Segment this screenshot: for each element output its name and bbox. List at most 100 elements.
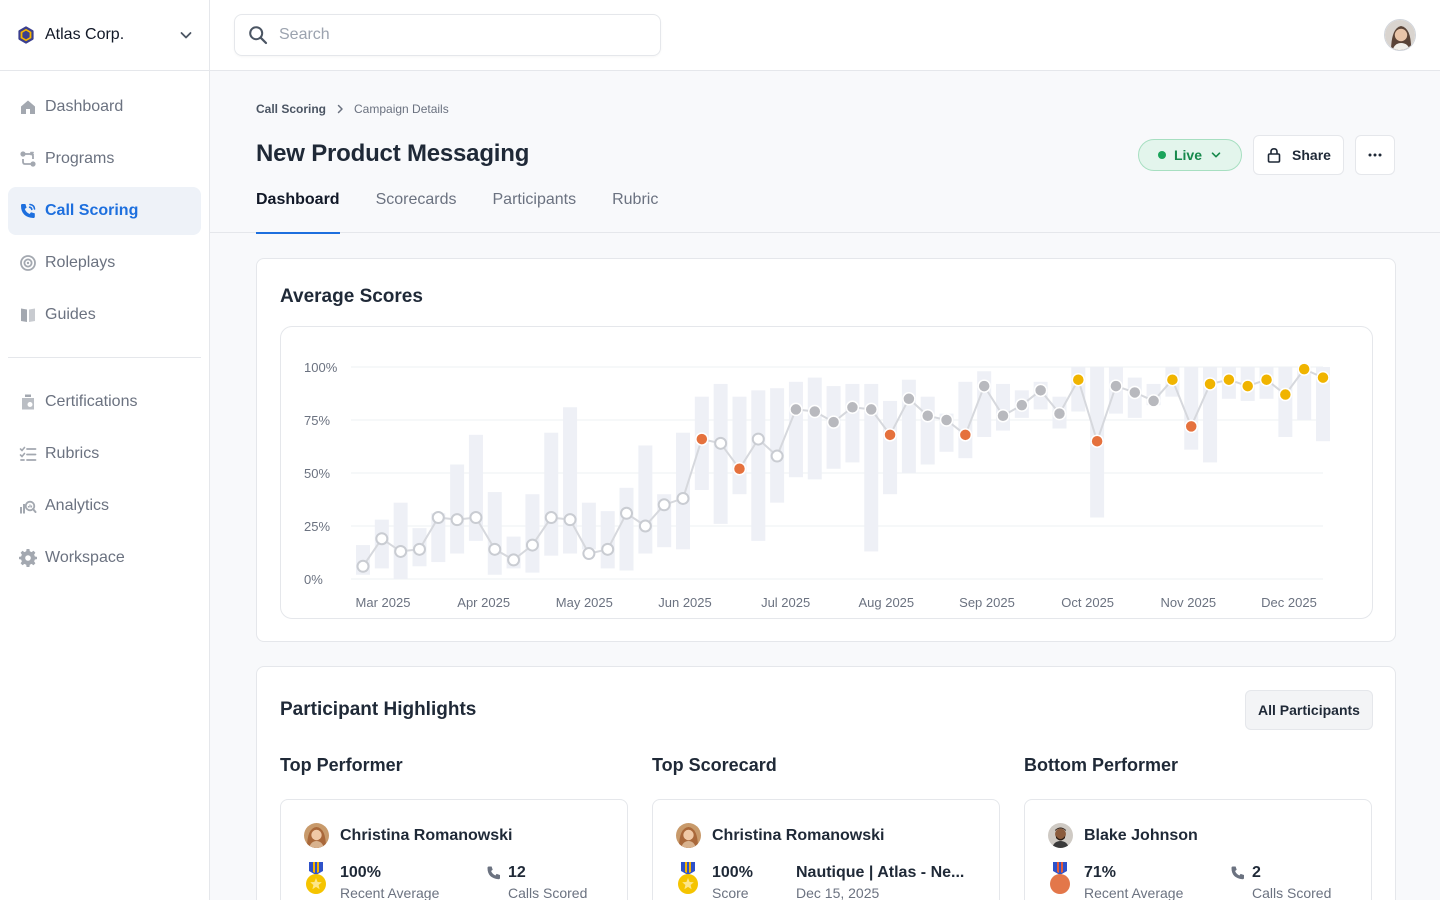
score-point: [657, 498, 671, 512]
score-range-bar: [807, 377, 822, 480]
score-range-bar: [770, 388, 785, 503]
top-bar: [210, 0, 1440, 71]
highlight-top-scorecard: Top Scorecard Christina Romanowski 100% …: [652, 755, 1000, 900]
score-point: [469, 511, 483, 525]
tab-scorecards[interactable]: Scorecards: [375, 191, 457, 208]
highlight-card[interactable]: Christina Romanowski 100% Recent Average…: [280, 799, 628, 900]
score-point: [1015, 398, 1029, 412]
score-point: [864, 402, 878, 417]
status-dropdown[interactable]: Live: [1138, 139, 1242, 171]
participant: Blake Johnson: [1048, 823, 1198, 848]
score-point: [1165, 372, 1180, 387]
stat-score: 100% Score: [676, 862, 753, 900]
nav-label: Rubrics: [45, 445, 100, 462]
score-point: [920, 409, 935, 423]
participant: Christina Romanowski: [676, 823, 884, 848]
score-range-bar: [487, 492, 502, 575]
status-dot-icon: [1157, 151, 1166, 159]
chart-title: Average Scores: [280, 286, 423, 307]
nav-item-call-scoring[interactable]: Call Scoring: [8, 187, 201, 235]
stat-label: Recent Average: [1084, 885, 1184, 900]
highlight-card[interactable]: Christina Romanowski 100% Score Nautique…: [652, 799, 1000, 900]
score-point: [695, 432, 709, 446]
score-point: [676, 491, 690, 505]
score-point: [1090, 434, 1104, 448]
certificate-icon: [19, 393, 37, 411]
search-icon: [248, 25, 268, 45]
page-header: Call Scoring Campaign Details New Produc…: [210, 71, 1440, 234]
chevron-right-icon: [335, 104, 345, 114]
score-point: [902, 392, 916, 406]
org-switcher[interactable]: Atlas Corp.: [0, 0, 209, 71]
score-point: [1071, 372, 1086, 387]
nav-item-workspace[interactable]: Workspace: [8, 534, 201, 582]
chart-container: 100% 75% 50% 25% 0% Mar 2025 Apr 2025 May 2025…: [280, 326, 1373, 619]
more-options-button[interactable]: [1355, 135, 1395, 175]
participant-name: Christina Romanowski: [340, 826, 513, 844]
score-point: [939, 413, 954, 427]
score-point: [1222, 372, 1236, 387]
x-tick-label: Nov 2025: [1161, 595, 1217, 610]
stat-label: Calls Scored: [508, 885, 588, 900]
chevron-down-icon: [179, 28, 193, 42]
nav-item-dashboard[interactable]: Dashboard: [8, 83, 201, 131]
nav-label: Guides: [45, 306, 96, 323]
x-tick-label: Aug 2025: [858, 595, 914, 610]
x-tick-label: Sep 2025: [959, 595, 1015, 610]
y-tick-label: 100%: [304, 360, 338, 375]
score-range-bar: [638, 445, 653, 554]
score-point: [1278, 387, 1293, 402]
nav-item-programs[interactable]: Programs: [8, 135, 201, 183]
tab-dashboard[interactable]: Dashboard: [256, 181, 340, 234]
tab-rubric[interactable]: Rubric: [612, 191, 659, 208]
nav-item-analytics[interactable]: Analytics: [8, 482, 201, 530]
score-point: [1052, 406, 1067, 421]
score-point: [525, 538, 539, 552]
score-point: [996, 409, 1010, 423]
share-button[interactable]: Share: [1253, 135, 1344, 175]
stat-value: 100%: [340, 864, 381, 881]
nav-label: Dashboard: [45, 98, 124, 115]
nav-item-roleplays[interactable]: Roleplays: [8, 239, 201, 287]
average-score-line: [362, 368, 1324, 567]
score-point: [1109, 379, 1123, 393]
score-point: [1259, 372, 1274, 387]
score-point: [488, 542, 502, 556]
user-avatar[interactable]: [1384, 19, 1416, 51]
search-input[interactable]: [279, 26, 639, 44]
avatar: [1048, 823, 1073, 848]
stat-label: Recent Average: [340, 885, 440, 900]
all-participants-button[interactable]: All Participants: [1245, 690, 1373, 730]
score-range-bar: [1297, 367, 1312, 420]
tab-bar: Dashboard Scorecards Participants Rubric: [256, 181, 694, 234]
score-point: [808, 404, 822, 419]
tab-participants[interactable]: Participants: [492, 191, 577, 208]
score-point: [601, 542, 615, 556]
score-point: [1146, 394, 1161, 408]
search-box[interactable]: [234, 14, 661, 56]
highlight-card[interactable]: Blake Johnson 71% Recent Average 2 Calls…: [1024, 799, 1372, 900]
stat-calls: 12 Calls Scored: [486, 862, 587, 900]
score-point: [1033, 383, 1048, 398]
y-tick-label: 0%: [304, 572, 323, 587]
score-range-bar: [1184, 367, 1199, 450]
secondary-nav: Certifications Rubrics Analytics Workspa…: [0, 378, 209, 582]
score-point: [412, 542, 426, 556]
nav-item-rubrics[interactable]: Rubrics: [8, 430, 201, 478]
chevron-down-icon: [1210, 149, 1222, 161]
breadcrumb-call-scoring[interactable]: Call Scoring: [256, 102, 327, 116]
score-point: [1184, 419, 1198, 434]
avatar: [304, 823, 329, 848]
score-point: [732, 462, 747, 476]
score-range-bar: [732, 396, 747, 495]
stat-call: Nautique | Atlas - Ne... Dec 15, 2025: [796, 862, 964, 900]
nav-item-guides[interactable]: Guides: [8, 291, 201, 339]
x-tick-label: Dec 2025: [1261, 595, 1317, 610]
phone-icon: [1231, 866, 1244, 880]
score-point: [582, 547, 596, 561]
highlight-heading: Top Performer: [280, 755, 403, 775]
nav-item-certifications[interactable]: Certifications: [8, 378, 201, 426]
score-point: [883, 428, 897, 442]
participant-highlights-card: Participant Highlights All Participants …: [256, 666, 1396, 900]
share-label: Share: [1292, 147, 1331, 163]
